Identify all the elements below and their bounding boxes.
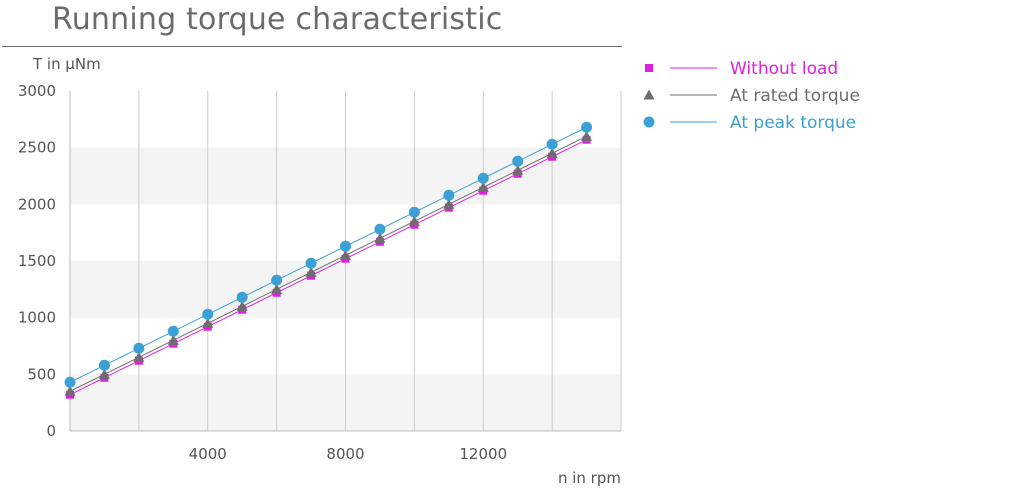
data-point <box>546 138 558 150</box>
legend-item: Without load <box>645 59 838 79</box>
legend-item: At rated torque <box>643 86 860 106</box>
data-point <box>512 164 524 175</box>
data-point <box>340 240 351 252</box>
data-point <box>443 198 455 209</box>
data-point <box>443 189 455 201</box>
data-point <box>477 181 489 192</box>
x-tick-label: 4000 <box>189 445 227 463</box>
data-point <box>236 300 248 311</box>
title-divider <box>2 46 622 47</box>
y-tick-label: 500 <box>27 365 56 383</box>
data-point <box>374 223 386 235</box>
x-tick-label: 12000 <box>459 445 507 463</box>
data-point <box>581 130 593 141</box>
data-point <box>271 274 283 286</box>
data-point <box>133 342 145 354</box>
data-point <box>64 376 76 388</box>
data-point <box>305 257 317 269</box>
data-point <box>64 385 76 396</box>
legend-marker <box>643 116 655 128</box>
data-point <box>305 266 317 277</box>
data-point <box>202 317 214 328</box>
y-tick-label: 0 <box>46 422 56 440</box>
data-point <box>202 308 214 320</box>
series-line <box>69 135 587 392</box>
data-point <box>236 291 248 303</box>
y-tick-label: 3000 <box>18 82 56 100</box>
data-point <box>271 283 283 294</box>
data-point <box>581 121 593 133</box>
y-tick-labels: 0 500 1000 1500 2000 2500 3000 <box>18 82 56 440</box>
data-point <box>340 249 351 260</box>
y-tick-label: 2000 <box>18 195 56 213</box>
data-point <box>167 334 179 345</box>
data-point <box>408 215 420 226</box>
series-line <box>69 126 587 383</box>
series-line <box>69 139 587 396</box>
data-point <box>512 155 524 167</box>
data-series <box>64 121 593 399</box>
y-tick-label: 2500 <box>18 139 56 157</box>
data-point <box>98 368 110 379</box>
y-axis-label: T in µNm <box>32 55 101 73</box>
legend-label: Without load <box>730 59 838 79</box>
data-point <box>374 232 386 243</box>
x-tick-label: 8000 <box>326 445 364 463</box>
x-tick-labels: 4000 8000 12000 <box>189 445 507 463</box>
legend-marker <box>645 64 653 72</box>
x-axis-label: n in rpm <box>558 469 621 487</box>
data-point <box>477 172 489 184</box>
axes <box>69 91 621 432</box>
legend: Without load At rated torque At peak torqu… <box>643 59 860 133</box>
legend-label: At peak torque <box>730 113 856 133</box>
legend-marker <box>643 89 655 100</box>
legend-item: At peak torque <box>643 113 856 133</box>
vertical-gridlines <box>138 91 622 431</box>
data-point <box>133 351 145 362</box>
series-3 <box>64 121 593 388</box>
data-point <box>408 206 420 218</box>
chart-title: Running torque characteristic <box>52 2 503 37</box>
y-tick-label: 1000 <box>18 309 56 327</box>
data-point <box>167 325 179 337</box>
y-tick-label: 1500 <box>18 252 56 270</box>
legend-label: At rated torque <box>730 86 860 106</box>
series-2 <box>64 130 593 396</box>
data-point <box>98 359 110 371</box>
data-point <box>546 147 558 158</box>
